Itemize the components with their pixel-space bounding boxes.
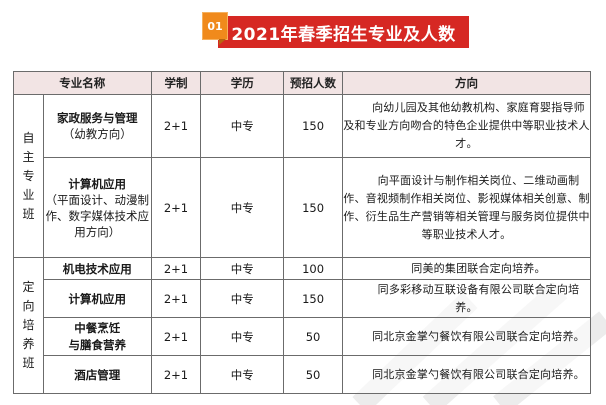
table-row: 自 主 专 业 班 家政服务与管理 （幼教方向） 2+1 中专 150 向幼儿园… [13, 94, 592, 258]
level-cell: 中专 [200, 279, 285, 318]
count-cell: 150 [283, 279, 343, 318]
count-cell: 150 [283, 94, 343, 158]
duration-cell: 2+1 [150, 317, 202, 356]
level-cell: 中专 [200, 157, 285, 258]
header-count: 预招人数 [283, 71, 343, 95]
major-name: 计算机应用 [42, 279, 152, 318]
table-row: 定 向 培 养 班 机电技术应用 2+1 中专 100 同美的集团联合定向培养。 [13, 257, 592, 394]
count-cell: 150 [283, 157, 343, 258]
section-title: 2021年春季招生专业及人数 01 [202, 12, 469, 48]
major-name: 酒店管理 [42, 355, 152, 394]
major-name: 计算机应用 （平面设计、动漫制作、数字媒体技术应用方向） [42, 157, 152, 258]
duration-cell: 2+1 [150, 257, 202, 280]
header-duration: 学制 [150, 71, 202, 95]
header-direction: 方向 [341, 71, 592, 95]
direction-cell: 向平面设计与制作相关岗位、二维动画制作、音视频制作相关岗位、影视媒体相关创意、制… [341, 157, 592, 258]
level-cell: 中专 [200, 257, 285, 280]
major-name: 家政服务与管理 （幼教方向） [42, 94, 152, 158]
table-header-row: 专业名称 学制 学历 预招人数 方向 [13, 71, 592, 95]
duration-cell: 2+1 [150, 279, 202, 318]
direction-cell: 同北京金掌勺餐饮有限公司联合定向培养。 [341, 317, 592, 356]
count-cell: 50 [283, 355, 343, 394]
table-row: 计算机应用 （平面设计、动漫制作、数字媒体技术应用方向） 2+1 中专 150 … [14, 157, 592, 258]
duration-cell: 2+1 [150, 94, 202, 158]
level-cell: 中专 [200, 317, 285, 356]
major-name: 中餐烹饪 与膳食营养 [42, 317, 152, 356]
category-directed-training: 定 向 培 养 班 [13, 257, 44, 394]
level-cell: 中专 [200, 94, 285, 158]
level-cell: 中专 [200, 355, 285, 394]
direction-cell: 同北京金掌勺餐饮有限公司联合定向培养。 [341, 355, 592, 394]
direction-cell: 同多彩移动互联设备有限公司联合定向培养。 [341, 279, 592, 318]
count-cell: 100 [283, 257, 343, 280]
category-self-major: 自 主 专 业 班 [13, 94, 44, 258]
major-name: 机电技术应用 [42, 257, 152, 280]
header-level: 学历 [200, 71, 285, 95]
table-row: 中餐烹饪 与膳食营养 2+1 中专 50 同北京金掌勺餐饮有限公司联合定向培养。 [14, 317, 592, 356]
section-title-text: 2021年春季招生专业及人数 [218, 16, 469, 48]
duration-cell: 2+1 [150, 157, 202, 258]
duration-cell: 2+1 [150, 355, 202, 394]
enrollment-table: 专业名称 学制 学历 预招人数 方向 自 主 专 业 班 家政服务与管理 （幼教… [13, 71, 592, 394]
count-cell: 50 [283, 317, 343, 356]
table-row: 酒店管理 2+1 中专 50 同北京金掌勺餐饮有限公司联合定向培养。 [14, 355, 592, 394]
direction-cell: 向幼儿园及其他幼教机构、家庭育婴指导师及和专业方向吻合的特色企业提供中等职业技术… [341, 94, 592, 158]
header-major: 专业名称 [13, 71, 152, 95]
section-number-badge: 01 [202, 12, 228, 45]
direction-cell: 同美的集团联合定向培养。 [341, 257, 592, 280]
table-row: 计算机应用 2+1 中专 150 同多彩移动互联设备有限公司联合定向培养。 [14, 279, 592, 318]
